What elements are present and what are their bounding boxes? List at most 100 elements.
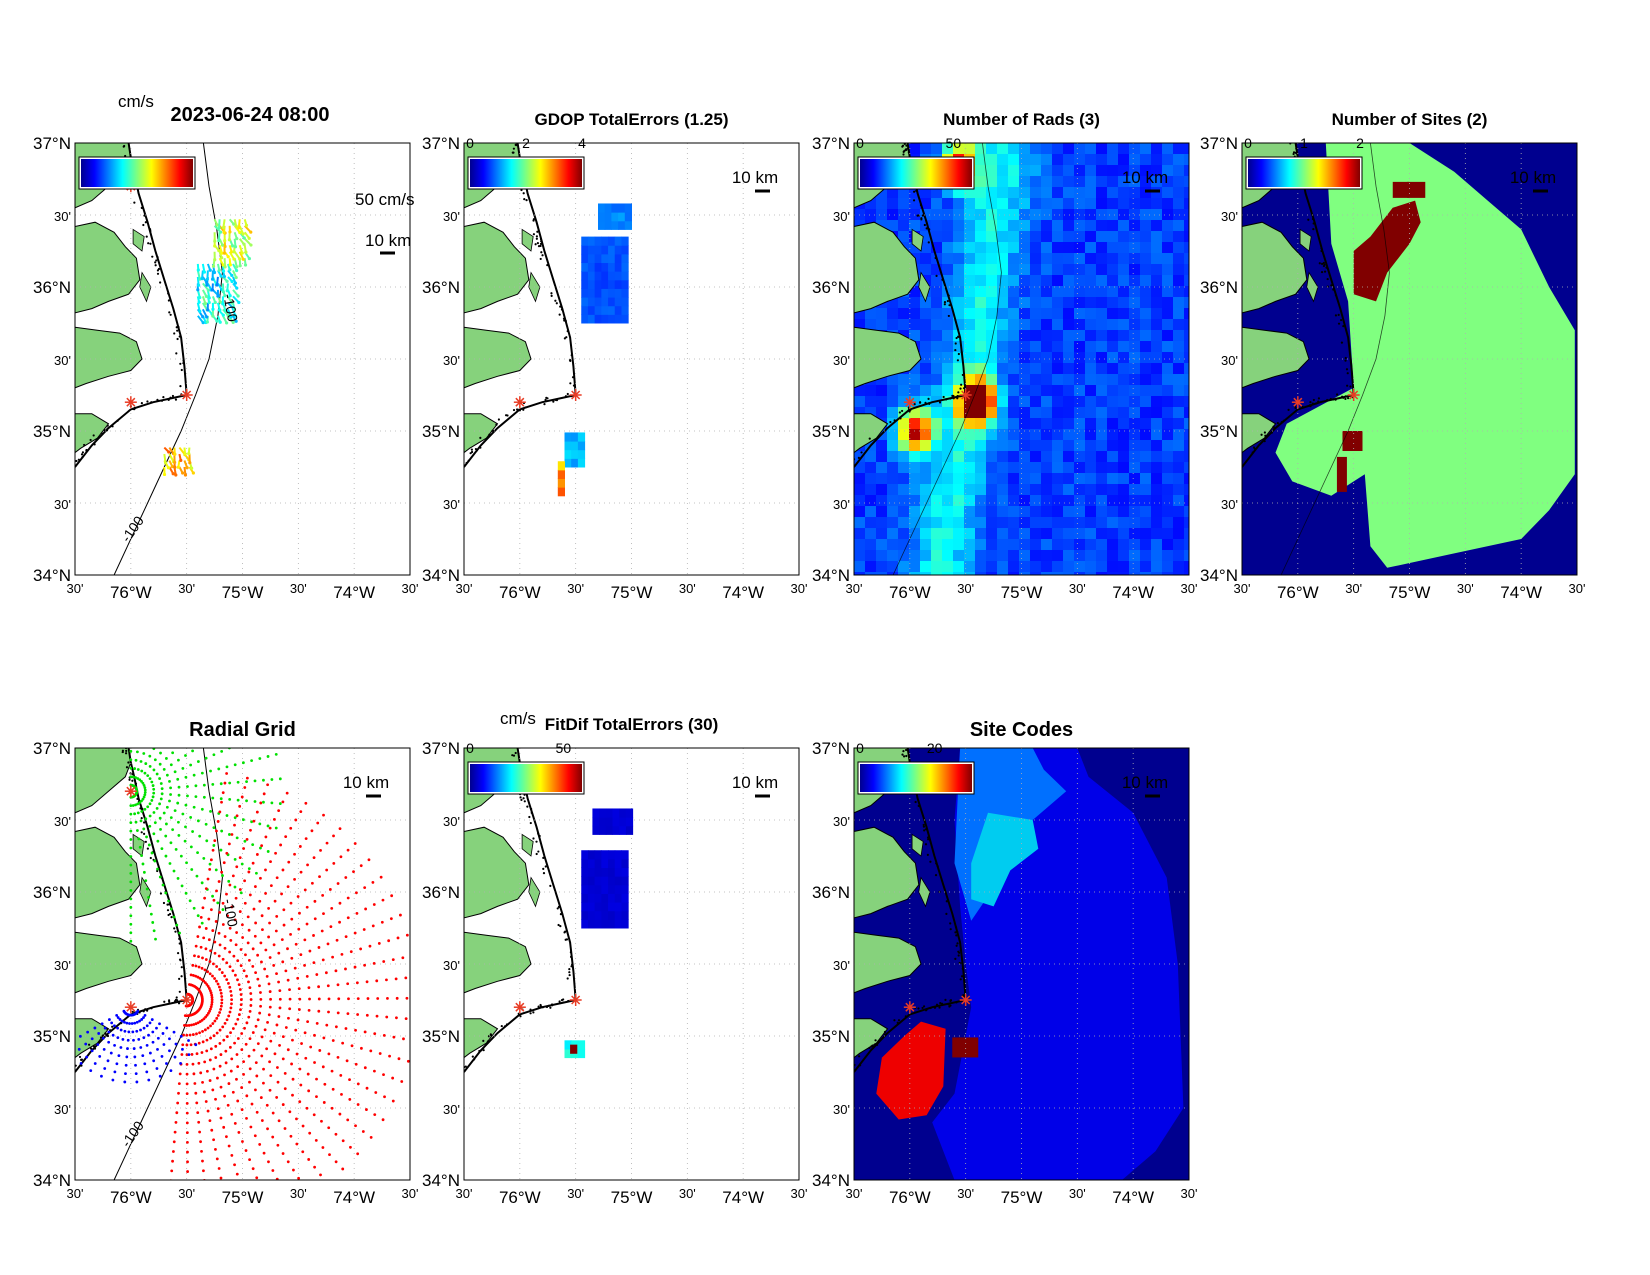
- radial-point-cape: [346, 982, 350, 986]
- vector-head: [211, 307, 215, 311]
- radial-point-cape: [218, 1064, 222, 1068]
- rads-cell: [1030, 209, 1042, 221]
- rads-cell: [1041, 451, 1053, 463]
- rads-cell: [1041, 396, 1053, 408]
- radial-point-north: [136, 811, 140, 815]
- rads-cell: [997, 396, 1009, 408]
- sites-one-cell: [1275, 143, 1575, 568]
- error-cell: [557, 478, 565, 488]
- radial-point-cape: [204, 1100, 208, 1103]
- vector-head: [201, 315, 205, 319]
- vector-head: [205, 277, 209, 281]
- radial-point-cape: [248, 986, 252, 990]
- radial-point-cape: [266, 1127, 269, 1131]
- rads-cell: [1140, 220, 1152, 232]
- coast-dot: [1344, 356, 1347, 360]
- rads-cell: [1019, 363, 1031, 375]
- rads-cell: [1063, 154, 1075, 166]
- coast-dot: [926, 853, 929, 857]
- coast-dot: [170, 916, 173, 919]
- rads-cell: [1074, 561, 1086, 573]
- rads-cell: [909, 143, 921, 155]
- error-cell: [618, 212, 626, 222]
- coast-dot: [921, 214, 924, 217]
- radial-point-north: [216, 678, 219, 681]
- radial-point-cape: [405, 933, 409, 937]
- rads-cell: [1063, 396, 1075, 408]
- rads-cell: [931, 462, 943, 474]
- map-content: [75, 143, 410, 575]
- vector-head: [234, 224, 238, 228]
- vector-head: [240, 251, 244, 255]
- rads-cell: [1107, 242, 1119, 254]
- radial-point-cape: [306, 1072, 310, 1076]
- rads-cell: [1151, 506, 1163, 518]
- radial-point-cape: [250, 1102, 254, 1106]
- rads-cell: [1085, 429, 1097, 441]
- radial-point-cape: [185, 1072, 189, 1076]
- rads-cell: [942, 517, 954, 529]
- rads-cell: [1052, 220, 1064, 232]
- lat-minor-tick-label: 30': [1221, 353, 1238, 368]
- coast-dot: [166, 909, 170, 912]
- coast-dot: [958, 961, 961, 965]
- rads-cell: [964, 561, 976, 573]
- coast-dot: [80, 453, 84, 456]
- radial-point-cape: [205, 1049, 209, 1053]
- radial-point-cape: [288, 1110, 292, 1114]
- error-cell: [581, 262, 589, 272]
- radial-point-north: [198, 834, 202, 838]
- coast-dot: [1312, 398, 1315, 402]
- radial-point-north: [136, 802, 140, 806]
- rads-cell: [975, 473, 987, 485]
- rads-cell: [1129, 143, 1141, 155]
- rads-cell: [931, 319, 943, 331]
- rads-cell: [1107, 374, 1119, 386]
- rads-cell: [1140, 231, 1152, 243]
- vector-head: [205, 320, 209, 324]
- rads-cell: [1019, 275, 1031, 287]
- radial-point-north: [161, 883, 165, 887]
- rads-cell: [909, 495, 921, 507]
- error-cell: [614, 902, 622, 912]
- radial-point-north: [141, 797, 145, 801]
- rads-cell: [931, 374, 943, 386]
- radial-point-cape: [227, 842, 231, 846]
- coast-dot: [1342, 325, 1345, 328]
- radial-point-north: [219, 797, 223, 801]
- radial-point-cape: [211, 848, 215, 852]
- radial-point-north: [177, 758, 180, 762]
- radial-point-south: [103, 1067, 107, 1070]
- radial-point-cape: [172, 1140, 176, 1144]
- coast-dot: [512, 151, 515, 154]
- rads-cell: [1008, 484, 1020, 496]
- radial-point-cape: [276, 1080, 280, 1084]
- coast-dot: [470, 448, 473, 451]
- rads-cell: [876, 198, 888, 210]
- coast-dot: [175, 996, 178, 999]
- rads-cell: [1118, 220, 1130, 232]
- rads-cell: [964, 264, 976, 276]
- rads-cell: [865, 451, 877, 463]
- radial-point-cape: [390, 894, 394, 898]
- rads-cell: [964, 462, 976, 474]
- error-cell: [601, 253, 609, 264]
- coast-dot: [77, 458, 80, 461]
- coast-dot: [568, 973, 571, 977]
- rads-cell: [854, 473, 866, 485]
- radial-point-cape: [339, 1073, 343, 1077]
- rads-cell: [975, 319, 987, 331]
- error-cell: [619, 817, 627, 827]
- radial-point-north: [152, 929, 156, 933]
- rads-cell: [1118, 572, 1130, 575]
- coast-dot: [127, 761, 130, 764]
- radial-point-cape: [262, 1081, 265, 1085]
- error-cell: [587, 236, 596, 246]
- error-cell: [605, 817, 614, 827]
- radial-point-north: [211, 685, 214, 688]
- coast-dot: [924, 843, 928, 846]
- radial-point-north: [178, 931, 181, 935]
- vector-head: [183, 452, 187, 456]
- coast-dot: [519, 796, 522, 799]
- isobath-line: [892, 143, 1002, 575]
